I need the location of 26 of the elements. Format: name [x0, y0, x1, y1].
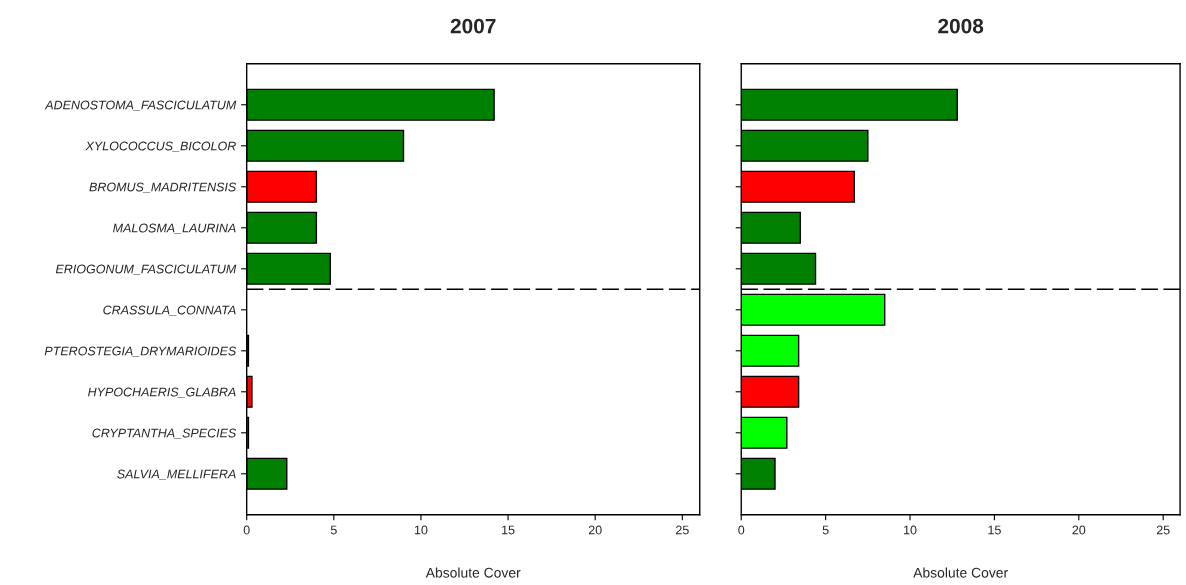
y-tick-label: CRYPTANTHA_SPECIES [92, 428, 237, 439]
x-tick-label: 10 [414, 525, 428, 535]
x-tick-label: 25 [675, 525, 689, 535]
y-tick-label: BROMUS_MADRITENSIS [89, 182, 237, 193]
y-tick-label: HYPOCHAERIS_GLABRA [88, 387, 236, 398]
x-tick-label: 15 [988, 525, 1001, 535]
x-tick-label: 25 [1156, 525, 1170, 535]
x-tick-label: 20 [1072, 525, 1086, 535]
y-tick-label: MALOSMA_LAURINA [113, 223, 236, 234]
x-axis-title: Absolute Cover [425, 567, 521, 578]
x-tick-label: 5 [330, 525, 337, 535]
y-tick-label: CRASSULA_CONNATA [103, 305, 236, 316]
y-tick-label: ERIOGONUM_FASCICULATUM [55, 264, 237, 275]
y-tick-label: PTEROSTEGIA_DRYMARIOIDES [44, 346, 237, 357]
y-tick-label: ADENOSTOMA_FASCICULATUM [44, 100, 237, 111]
x-axis-title: Absolute Cover [913, 567, 1008, 578]
x-tick-label: 20 [588, 525, 602, 535]
x-tick-label: 0 [738, 525, 745, 535]
y-tick-label: XYLOCOCCUS_BICOLOR [85, 141, 236, 152]
x-tick-label: 10 [904, 525, 917, 535]
x-tick-label: 5 [822, 525, 829, 535]
x-tick-label: 15 [502, 525, 515, 535]
chart-title: 2008 [938, 18, 984, 34]
y-tick-label: SALVIA_MELLIFERA [117, 469, 236, 480]
chart-title: 2007 [450, 18, 496, 34]
x-tick-label: 0 [243, 525, 250, 535]
